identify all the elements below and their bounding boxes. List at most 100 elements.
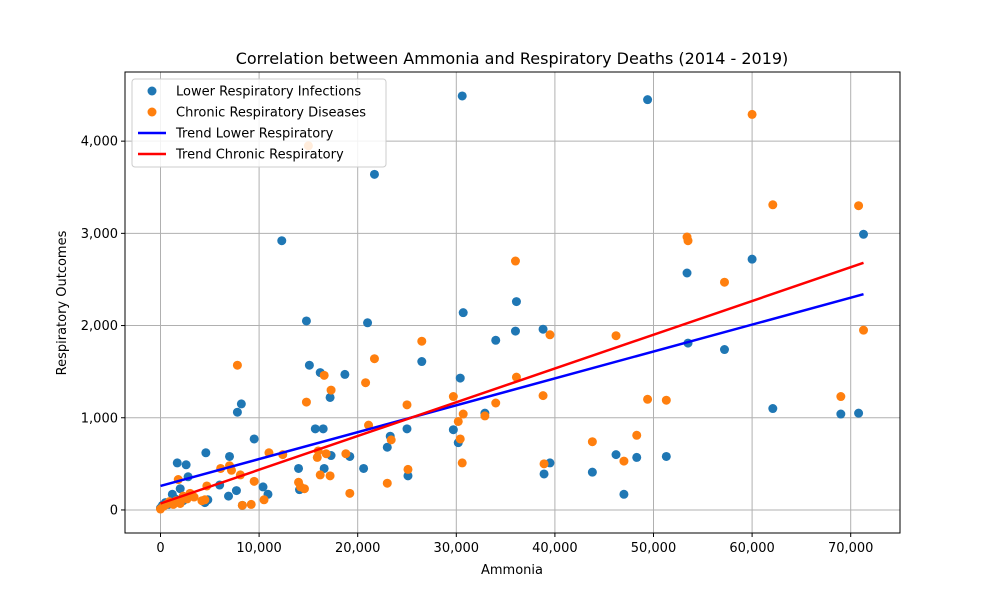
y-tick-label: 4,000	[81, 135, 118, 150]
scatter-point	[511, 297, 521, 307]
scatter-point	[747, 254, 757, 264]
legend-marker	[147, 86, 157, 96]
scatter-point	[310, 424, 320, 434]
scatter-point	[315, 470, 325, 480]
scatter-point	[341, 449, 351, 459]
legend-label: Trend Chronic Respiratory	[175, 148, 344, 163]
scatter-point	[587, 437, 597, 447]
x-tick-label: 70,000	[828, 541, 874, 556]
scatter-point	[299, 484, 309, 494]
scatter-point	[491, 398, 501, 408]
scatter-point	[225, 451, 235, 461]
scatter-point	[539, 459, 549, 469]
y-tick-label: 1,000	[81, 411, 118, 426]
scatter-point	[345, 488, 355, 498]
scatter-point	[643, 95, 653, 105]
scatter-point	[200, 495, 210, 505]
y-tick-label: 2,000	[81, 319, 118, 334]
scatter-point	[237, 500, 247, 510]
scatter-point	[719, 277, 729, 287]
data-marks	[155, 91, 869, 514]
scatter-point	[369, 354, 379, 364]
scatter-point	[491, 335, 501, 345]
scatter-point	[246, 499, 256, 509]
scatter-point	[854, 201, 864, 211]
scatter-point	[359, 463, 369, 473]
scatter-point	[232, 360, 242, 370]
scatter-point	[382, 442, 392, 452]
scatter-point	[611, 331, 621, 341]
y-axis-label: Respiratory Outcomes	[55, 230, 70, 375]
scatter-point	[175, 484, 185, 494]
scatter-point	[277, 236, 287, 246]
scatter-point	[457, 458, 467, 468]
x-tick-label: 10,000	[236, 541, 282, 556]
scatter-point	[386, 435, 396, 445]
scatter-point	[189, 492, 199, 502]
scatter-point	[619, 489, 629, 499]
y-tick-label: 0	[110, 503, 118, 518]
scatter-point	[453, 416, 463, 426]
scatter-point	[249, 476, 259, 486]
scatter-point	[448, 425, 458, 435]
scatter-point	[403, 471, 413, 481]
scatter-point	[510, 256, 520, 266]
scatter-point	[455, 434, 465, 444]
x-tick-label: 60,000	[729, 541, 775, 556]
scatter-point	[363, 318, 373, 328]
plot-frame	[124, 71, 901, 534]
x-tick-label: 0	[156, 541, 164, 556]
scatter-point	[301, 316, 311, 326]
scatter-point	[643, 394, 653, 404]
y-tick-label: 3,000	[81, 227, 118, 242]
scatter-point	[458, 409, 468, 419]
legend-label: Trend Lower Respiratory	[175, 127, 334, 142]
scatter-point	[325, 471, 335, 481]
trend-line	[160, 261, 864, 505]
scatter-point	[632, 430, 642, 440]
scatter-point	[661, 451, 671, 461]
chart-title: Correlation between Ammonia and Respirat…	[236, 49, 789, 68]
scatter-point	[382, 478, 392, 488]
scatter-point	[587, 467, 597, 477]
scatter-point	[175, 498, 185, 508]
scatter-point	[224, 491, 234, 501]
scatter-point	[369, 169, 379, 179]
scatter-point	[361, 378, 371, 388]
scatter-point	[480, 411, 490, 421]
scatter-point	[538, 324, 548, 334]
scatter-point	[301, 397, 311, 407]
scatter-point	[321, 449, 331, 459]
scatter-point	[836, 409, 846, 419]
scatter-point	[258, 482, 268, 492]
scatter-point	[458, 308, 468, 318]
scatter-point	[319, 463, 329, 473]
scatter-point	[511, 372, 521, 382]
legend: Lower Respiratory Infections Chronic Resp…	[131, 78, 387, 168]
scatter-point	[319, 370, 329, 380]
scatter-point	[340, 369, 350, 379]
axis-ticks: 0 10,000 20,000 30,000 40,000 50,000 60,000 70,…	[81, 135, 874, 556]
scatter-point	[539, 469, 549, 479]
scatter-point	[201, 448, 211, 458]
scatter-point	[545, 330, 555, 340]
scatter-point	[619, 456, 629, 466]
scatter-point	[747, 109, 757, 119]
scatter-point	[682, 268, 692, 278]
scatter-point	[510, 326, 520, 336]
scatter-point	[326, 385, 336, 395]
legend-label: Chronic Respiratory Diseases	[176, 106, 366, 121]
scatter-point	[719, 345, 729, 355]
scatter-point	[455, 373, 465, 383]
legend-box	[131, 78, 387, 168]
x-tick-label: 20,000	[335, 541, 381, 556]
scatter-point	[325, 392, 335, 402]
x-tick-label: 50,000	[631, 541, 677, 556]
trend-line	[160, 292, 864, 488]
scatter-point	[231, 486, 241, 496]
scatter-point	[768, 200, 778, 210]
scatter-point	[611, 450, 621, 460]
scatter-point	[836, 392, 846, 402]
scatter-point	[232, 407, 242, 417]
scatter-point	[417, 357, 427, 367]
